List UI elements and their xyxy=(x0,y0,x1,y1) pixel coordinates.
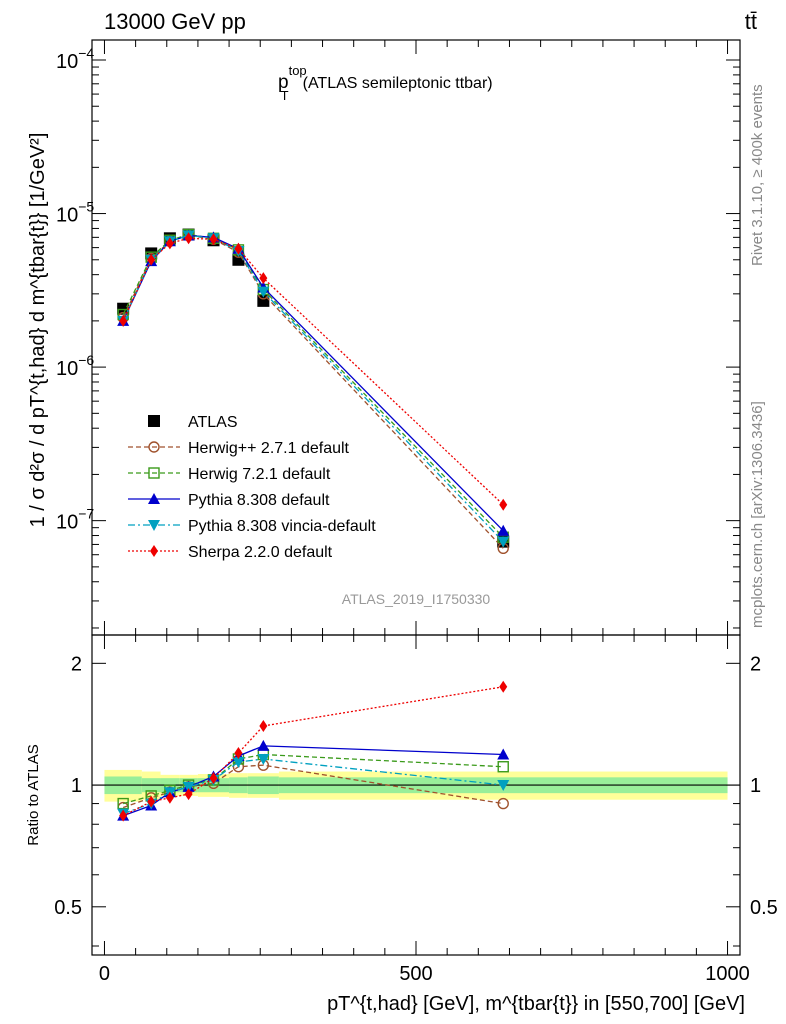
legend-marker xyxy=(148,441,160,453)
series-point-ratio xyxy=(184,788,193,801)
title-sup: top xyxy=(289,63,307,78)
series-point-main xyxy=(259,272,268,285)
main-y-tick-label: 10−6 xyxy=(56,352,94,380)
ratio-y-tick-label-right: 2 xyxy=(750,653,761,675)
series-point-ratio xyxy=(257,739,270,751)
x-tick-label: 0 xyxy=(99,963,110,985)
legend-label: Sherpa 2.2.0 default xyxy=(188,544,333,561)
series-point-ratio xyxy=(232,757,245,769)
analysis-label: ATLAS_2019_I1750330 xyxy=(342,591,491,607)
series-point-ratio xyxy=(234,747,243,760)
atlas-data-point xyxy=(117,302,130,315)
ratio-y-axis-label: Ratio to ATLAS xyxy=(25,744,42,845)
mcplots-label: mcplots.cern.ch [arXiv:1306.3436] xyxy=(749,401,766,628)
legend-marker xyxy=(148,467,160,479)
main-series-layer xyxy=(117,228,510,555)
series-point-ratio xyxy=(209,772,218,785)
legend-label: Herwig 7.2.1 default xyxy=(188,466,331,483)
legend-label: Pythia 8.308 default xyxy=(188,492,330,509)
series-line-main xyxy=(122,234,504,532)
plot-title: ptop T (ATLAS semileptonic ttbar) xyxy=(278,63,493,103)
x-tick-label: 1000 xyxy=(705,963,750,985)
legend-marker-atlas xyxy=(148,415,160,427)
main-y-tick-label: 10−5 xyxy=(56,199,94,227)
ratio-y-tick-label: 2 xyxy=(71,653,82,675)
series-point-main xyxy=(184,232,193,245)
title-rest: (ATLAS semileptonic ttbar) xyxy=(303,75,493,92)
ratio-y-tick-label: 1 xyxy=(71,775,82,797)
series-point-ratio xyxy=(497,748,510,760)
legend-label-atlas: ATLAS xyxy=(188,414,238,431)
title-sub: T xyxy=(281,88,289,103)
main-y-axis-label: 1 / σ d²σ / d pT^{t,had} d m^{tbar{t}} [… xyxy=(27,133,49,528)
series-point-main xyxy=(234,242,243,255)
series-line-ratio xyxy=(122,686,504,817)
rivet-label: Rivet 3.1.10, ≥ 400k events xyxy=(749,84,766,266)
series-point-main xyxy=(499,498,508,511)
process-label: tt̄ xyxy=(745,9,757,34)
legend-marker xyxy=(150,545,158,557)
series-point-ratio xyxy=(165,791,174,804)
series-point-main xyxy=(257,286,270,298)
series-point-ratio xyxy=(499,680,508,693)
energy-label: 13000 GeV pp xyxy=(104,9,246,34)
legend-label: Pythia 8.308 vincia-default xyxy=(188,518,376,535)
series-point-ratio xyxy=(117,797,129,810)
series-point-ratio xyxy=(259,719,268,732)
series-point-ratio xyxy=(182,781,195,793)
series-point-ratio xyxy=(147,795,156,808)
series-point-ratio xyxy=(497,780,510,792)
main-y-tick-label: 10−7 xyxy=(56,506,94,534)
series-line-ratio xyxy=(122,764,504,809)
x-axis-label: pT^{t,had} [GeV], m^{tbar{t}} in [550,70… xyxy=(327,993,745,1015)
main-y-tick-label: 10−4 xyxy=(56,45,94,73)
x-tick-label: 500 xyxy=(399,963,432,985)
ratio-y-tick-label: 0.5 xyxy=(54,897,82,919)
series-point-main xyxy=(147,253,156,266)
series-point-ratio xyxy=(257,753,270,765)
series-line-main xyxy=(122,237,504,506)
series-point-ratio xyxy=(497,797,509,810)
series-point-main xyxy=(497,536,510,548)
legend-marker xyxy=(148,520,160,531)
series-point-main xyxy=(165,237,174,250)
legend: ATLAS Herwig++ 2.7.1 default Herwig 7.2.1 … xyxy=(128,414,376,561)
series-point-main xyxy=(497,524,510,536)
legend-marker xyxy=(148,493,160,504)
series-point-ratio xyxy=(497,761,509,773)
legend-label: Herwig++ 2.7.1 default xyxy=(188,440,350,457)
series-point-main xyxy=(209,233,218,246)
series-point-ratio xyxy=(119,809,128,822)
series-point-main xyxy=(119,314,128,327)
axes-layer: 10−7 10−6 10−5 10−4 0 500 1000 0.5 0.5 1 1 2 2 xyxy=(54,39,778,985)
ratio-series-layer xyxy=(117,680,510,822)
ratio-y-tick-label-right: 1 xyxy=(750,775,761,797)
ratio-y-tick-label-right: 0.5 xyxy=(750,897,778,919)
title-main: p xyxy=(278,72,289,93)
